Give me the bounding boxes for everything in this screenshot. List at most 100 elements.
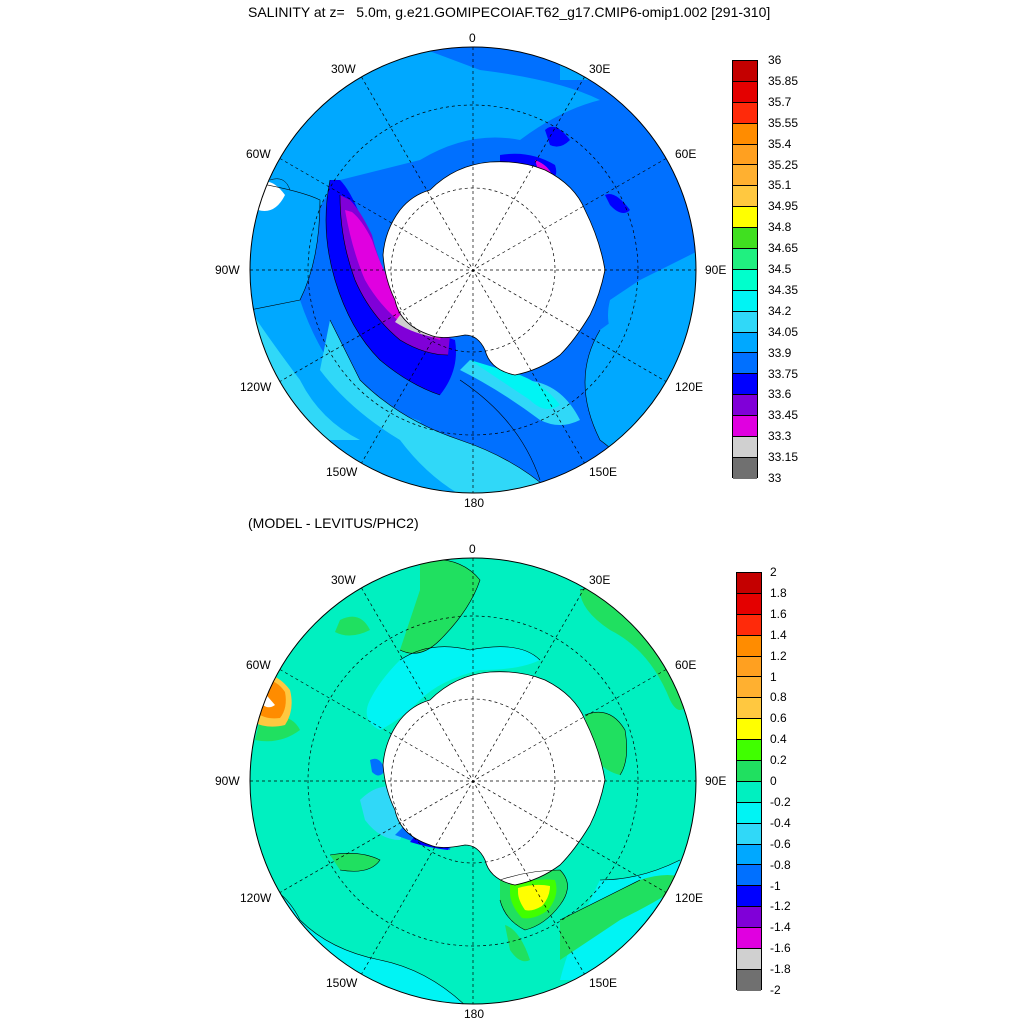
top-lon-label-150e: 150E	[589, 465, 618, 479]
bottom-lon-label-90e: 90E	[705, 774, 727, 788]
bottom-colorbar-swatch	[737, 740, 761, 762]
bottom-colorbar-label: 1.8	[770, 585, 787, 600]
top-colorbar-label: 33.9	[768, 345, 792, 360]
bottom-colorbar-label: -1.4	[770, 920, 791, 935]
bottom-colorbar-label: -1.2	[770, 899, 791, 914]
top-colorbar-swatch	[733, 165, 757, 187]
bottom-colorbar-swatch	[737, 677, 761, 699]
bottom-colorbar-swatch	[737, 573, 761, 594]
top-colorbar	[732, 60, 758, 479]
top-colorbar-label: 34.5	[768, 262, 792, 276]
top-colorbar-label: 34.35	[768, 282, 799, 297]
top-colorbar-swatch	[733, 207, 757, 229]
bottom-lon-label-60w: 60W	[246, 658, 271, 672]
bottom-lon-label-0: 0	[469, 542, 476, 556]
bottom-colorbar-label: 1.6	[770, 606, 787, 621]
top-colorbar-swatch	[733, 144, 757, 166]
bottom-colorbar-label: -0.6	[770, 836, 791, 851]
top-colorbar-swatch	[733, 81, 757, 103]
bottom-colorbar-label: 0.4	[770, 732, 787, 747]
bottom-colorbar-swatch	[737, 698, 761, 720]
bottom-lon-label-120w: 120W	[240, 891, 272, 905]
bottom-colorbar-swatch	[737, 781, 761, 803]
top-lon-label-120e: 120E	[675, 380, 704, 394]
top-colorbar-label: 34.05	[768, 324, 799, 339]
bottom-colorbar-label: -0.4	[770, 815, 791, 830]
bottom-colorbar-label: 0.2	[770, 753, 787, 768]
bottom-colorbar	[736, 572, 762, 991]
top-colorbar-label: 33.45	[768, 408, 799, 423]
bottom-colorbar-label: 2	[770, 565, 777, 579]
top-colorbar-label: 35.7	[768, 94, 792, 109]
bottom-lon-label-180: 180	[464, 1007, 485, 1021]
bottom-colorbar-swatch	[737, 656, 761, 678]
top-map-title: SALINITY at z= 5.0m, g.e21.GOMIPECOIAF.T…	[248, 4, 771, 20]
top-colorbar-swatch	[733, 61, 757, 82]
bottom-lon-label-90w: 90W	[215, 774, 240, 788]
bottom-colorbar-swatch	[737, 802, 761, 824]
top-colorbar-swatch	[733, 437, 757, 458]
top-colorbar-label: 35.25	[768, 157, 799, 172]
top-lon-label-0: 0	[469, 31, 476, 45]
bottom-colorbar-swatch	[737, 865, 761, 887]
bottom-colorbar-swatch	[737, 719, 761, 741]
top-lon-label-120w: 120W	[240, 380, 272, 394]
bottom-colorbar-label: -0.2	[770, 794, 791, 809]
bottom-colorbar-label: -1.8	[770, 962, 791, 977]
top-colorbar-label: 35.1	[768, 178, 792, 193]
bottom-colorbar-swatch	[737, 635, 761, 657]
top-colorbar-swatch	[733, 228, 757, 250]
top-colorbar-swatch	[733, 249, 757, 270]
top-colorbar-label: 35.4	[768, 136, 792, 151]
bottom-colorbar-label: -1	[770, 878, 781, 893]
bottom-lon-label-30w: 30W	[331, 573, 356, 587]
bottom-colorbar-swatch	[737, 614, 761, 636]
top-lon-label-150w: 150W	[326, 465, 358, 479]
top-colorbar-swatch	[733, 290, 757, 312]
top-colorbar-label: 34.8	[768, 220, 792, 235]
bottom-lon-label-60e: 60E	[675, 658, 697, 672]
top-colorbar-label: 33	[768, 471, 782, 485]
bottom-colorbar-swatch	[737, 844, 761, 866]
bottom-colorbar-label: 1.4	[770, 627, 787, 642]
top-colorbar-label: 33.6	[768, 387, 792, 402]
bottom-colorbar-swatch	[737, 593, 761, 615]
top-colorbar-swatch	[733, 311, 757, 333]
bottom-difference-map	[249, 557, 697, 1005]
top-colorbar-label: 34.2	[768, 303, 792, 318]
top-lon-label-60e: 60E	[675, 147, 697, 161]
top-colorbar-label: 34.95	[768, 199, 799, 214]
top-lon-label-90w: 90W	[215, 263, 240, 277]
bottom-colorbar-label: 1.2	[770, 648, 787, 663]
bottom-colorbar-label: -1.6	[770, 941, 791, 956]
bottom-lon-label-30e: 30E	[589, 573, 611, 587]
top-colorbar-label: 33.15	[768, 450, 799, 465]
top-colorbar-label: 33.75	[768, 366, 799, 381]
top-colorbar-label: 36	[768, 53, 782, 67]
top-colorbar-swatch	[733, 457, 757, 479]
top-colorbar-swatch	[733, 332, 757, 354]
bottom-colorbar-swatch	[737, 761, 761, 782]
bottom-map-title: (MODEL - LEVITUS/PHC2)	[248, 515, 419, 531]
top-colorbar-swatch	[733, 102, 757, 124]
top-colorbar-label: 35.85	[768, 73, 799, 88]
bottom-lon-label-150w: 150W	[326, 976, 358, 990]
bottom-colorbar-swatch	[737, 969, 761, 991]
top-lon-label-90e: 90E	[705, 263, 727, 277]
bottom-colorbar-swatch	[737, 886, 761, 908]
top-lon-label-180: 180	[464, 496, 485, 510]
top-lon-label-60w: 60W	[246, 147, 271, 161]
top-colorbar-swatch	[733, 123, 757, 145]
top-colorbar-swatch	[733, 374, 757, 396]
bottom-lon-label-120e: 120E	[675, 891, 704, 905]
top-colorbar-label: 34.65	[768, 241, 799, 256]
bottom-colorbar-swatch	[737, 823, 761, 845]
top-colorbar-swatch	[733, 353, 757, 375]
bottom-colorbar-label: 1	[770, 669, 777, 684]
bottom-colorbar-label: -0.8	[770, 857, 791, 872]
bottom-colorbar-label: 0	[770, 774, 777, 788]
bottom-lon-label-150e: 150E	[589, 976, 618, 990]
top-salinity-map	[249, 46, 697, 494]
bottom-colorbar-swatch	[737, 928, 761, 950]
